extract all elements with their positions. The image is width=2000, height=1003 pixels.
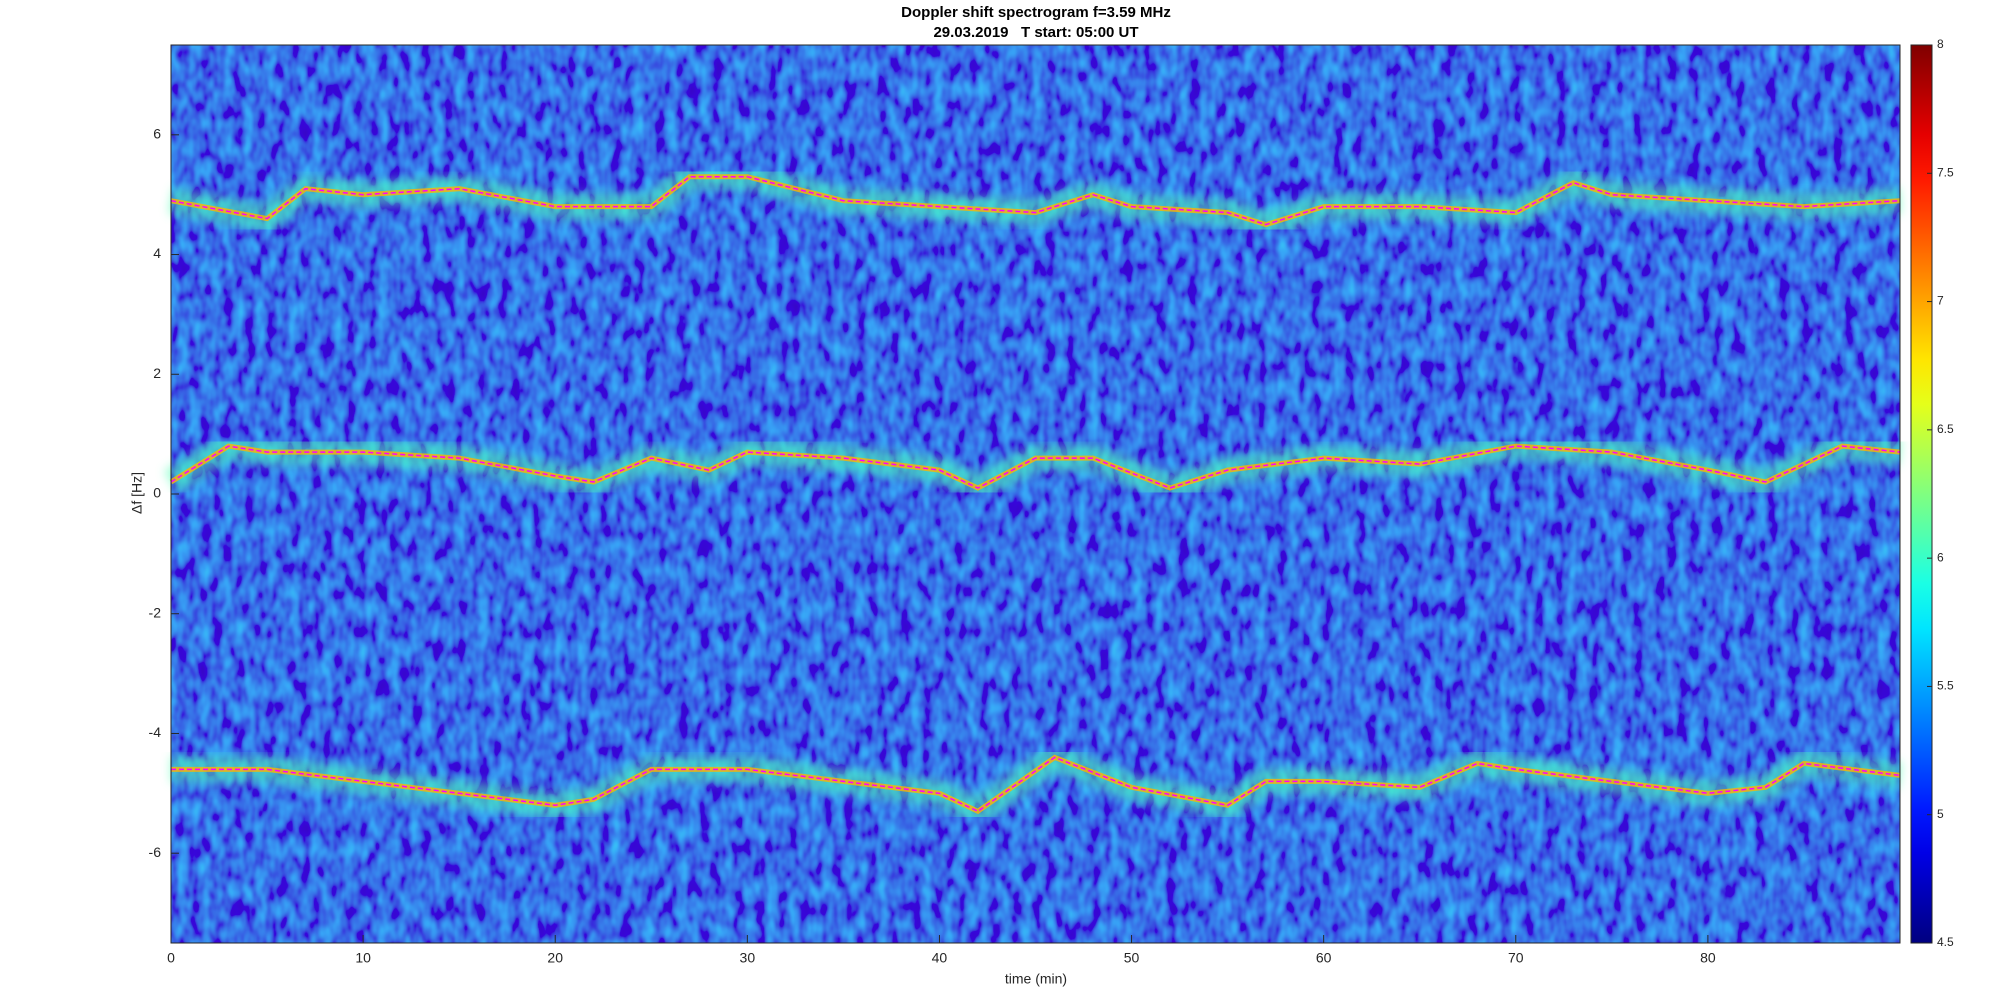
x-tick-label: 30	[740, 950, 756, 966]
y-tick-label: -6	[149, 844, 162, 860]
plot-area	[164, 45, 1902, 943]
colorbar-tick-label: 5.5	[1937, 679, 1954, 693]
x-tick-label: 40	[932, 950, 948, 966]
colorbar-tick-label: 7.5	[1937, 165, 1954, 179]
colorbar-tick-label: 4.5	[1937, 935, 1954, 949]
y-tick-label: -2	[149, 604, 162, 620]
x-tick-label: 0	[167, 950, 175, 966]
x-tick-label: 80	[1700, 950, 1716, 966]
y-tick-label: 4	[153, 245, 161, 261]
colorbar-tick-label: 7	[1937, 294, 1944, 308]
trace-line	[170, 175, 1901, 226]
colorbar-tick-label: 6.5	[1937, 422, 1954, 436]
x-tick-label: 60	[1316, 950, 1332, 966]
x-tick-label: 50	[1124, 950, 1140, 966]
chart-subtitle: 29.03.2019 T start: 05:00 UT	[933, 24, 1138, 41]
colorbar-tick-label: 5	[1937, 807, 1944, 821]
y-axis-label: Δf [Hz]	[129, 472, 145, 514]
y-tick-label: 2	[153, 365, 161, 381]
x-axis-label: time (min)	[1005, 971, 1067, 987]
trace-line	[171, 756, 1901, 813]
y-tick-label: 0	[153, 485, 161, 501]
y-tick-label: 6	[153, 126, 161, 142]
colorbar-tick-label: 8	[1937, 37, 1944, 51]
trace-line	[170, 445, 1901, 489]
colorbar-tick-label: 6	[1937, 550, 1944, 564]
x-tick-label: 20	[547, 950, 563, 966]
x-tick-label: 10	[355, 950, 371, 966]
chart-title: Doppler shift spectrogram f=3.59 MHz	[901, 4, 1171, 21]
y-tick-label: -4	[149, 724, 162, 740]
colorbar	[1910, 44, 1933, 944]
x-tick-label: 70	[1508, 950, 1524, 966]
